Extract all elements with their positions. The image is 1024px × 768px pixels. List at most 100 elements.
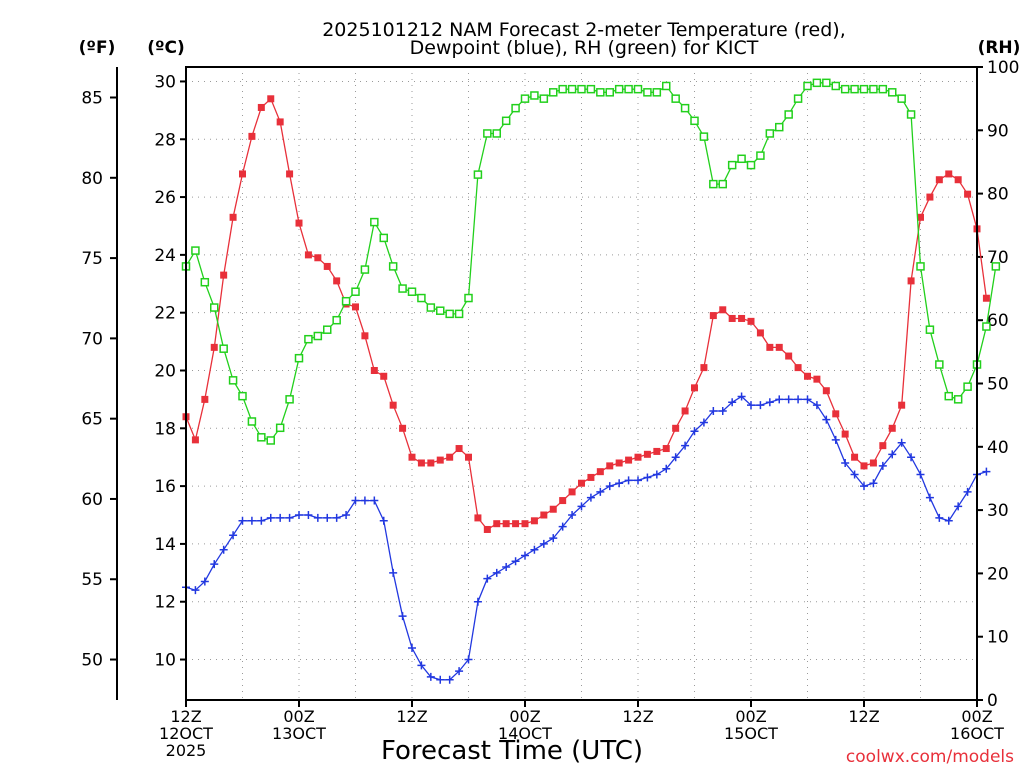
temperature-point [982, 294, 990, 302]
temperature-point [323, 262, 331, 270]
celsius-tick-label: 16 [154, 477, 176, 497]
dewpoint-point [690, 427, 699, 436]
dewpoint-point [464, 655, 473, 664]
temperature-point [220, 271, 228, 279]
rh-point [360, 265, 370, 274]
rh-unit-label: (RH) [978, 38, 1021, 58]
rh-tick-label: 30 [987, 501, 1009, 521]
dewpoint-point [794, 395, 803, 404]
temperature-point [738, 314, 746, 322]
rh-tick-label: 10 [987, 628, 1009, 648]
celsius-tick-label: 10 [154, 651, 176, 671]
dewpoint-point [389, 568, 398, 577]
dewpoint-point [634, 476, 642, 485]
rh-point [906, 110, 916, 119]
dewpoint-point [436, 675, 445, 684]
rh-point [916, 262, 925, 271]
celsius-tick-label: 28 [154, 130, 176, 150]
time-tick-label: 12OCT [159, 724, 213, 743]
temperature-point [370, 366, 378, 374]
temperature-point [954, 176, 962, 184]
celsius-tick-label: 20 [154, 361, 176, 381]
rh-point [944, 391, 953, 401]
dewpoint-point [605, 482, 614, 491]
dewpoint-point [295, 511, 303, 520]
rh-point [963, 382, 972, 391]
rh-point [464, 293, 473, 303]
temperature-point [352, 303, 359, 311]
dewpoint-point [784, 395, 793, 404]
temperature-point [888, 424, 896, 432]
rh-point [426, 303, 436, 312]
dewpoint-point [803, 395, 812, 404]
temperature-point [804, 372, 811, 380]
rh-point [680, 103, 690, 113]
dewpoint-point [699, 418, 708, 427]
dewpoint-series [182, 392, 991, 684]
rh-point [388, 262, 398, 271]
dewpoint-point [492, 568, 501, 577]
rh-point [313, 331, 323, 341]
temperature-series [182, 95, 990, 533]
rh-point [671, 94, 680, 103]
temperature-point [756, 329, 764, 337]
dewpoint-point [521, 551, 529, 560]
dewpoint-point [370, 496, 379, 505]
rh-point [323, 325, 332, 334]
temperature-point [540, 511, 548, 519]
rh-point [228, 376, 238, 385]
celsius-tick-label: 24 [154, 246, 176, 266]
dewpoint-point [615, 479, 624, 488]
temperature-point [201, 395, 209, 403]
time-tick-label: 15OCT [724, 724, 778, 743]
rh-point [765, 129, 775, 138]
temperature-point [766, 343, 774, 351]
time-tick-label: 00Z [509, 707, 540, 726]
temperature-point [521, 520, 529, 528]
dewpoint-line [185, 395, 987, 681]
rh-point [257, 433, 266, 442]
fahrenheit-tick-label: 85 [81, 89, 103, 109]
temperature-point [775, 343, 783, 351]
rh-point [247, 417, 257, 426]
dewpoint-point [831, 435, 840, 444]
rh-tick-label: 40 [987, 438, 1009, 458]
rh-tick-label: 50 [987, 375, 1009, 395]
rh-point [275, 423, 285, 433]
dewpoint-point [586, 493, 595, 502]
dewpoint-point [549, 534, 558, 543]
dewpoint-point [483, 574, 492, 583]
temperature-point [700, 364, 708, 372]
fahrenheit-unit-label: (ºF) [79, 38, 116, 58]
dewpoint-point [191, 586, 200, 595]
dewpoint-point [445, 675, 454, 684]
rh-point [210, 303, 219, 312]
temperature-point [596, 468, 604, 476]
dewpoint-point [200, 577, 209, 586]
dewpoint-point [323, 513, 332, 522]
dewpoint-point [568, 511, 577, 520]
rh-point [803, 81, 812, 91]
temperature-point [304, 251, 312, 259]
celsius-axis: 10 12 14 16 18 20 22 24 26 28 30 [154, 72, 186, 671]
temperature-point [436, 456, 444, 464]
temperature-point [389, 401, 397, 409]
rh-tick-label: 100 [987, 58, 1019, 78]
temperature-point [709, 312, 717, 320]
temperature-point [465, 453, 472, 461]
dewpoint-point [860, 482, 868, 491]
dewpoint-point [681, 441, 690, 450]
dewpoint-point [398, 612, 407, 621]
grid-lines [186, 67, 977, 700]
rh-point [341, 296, 351, 306]
celsius-tick-label: 14 [154, 535, 176, 555]
dewpoint-point [502, 563, 511, 572]
time-tick-label: 16OCT [950, 724, 1004, 743]
temperature-point [813, 375, 821, 383]
temperature-point [832, 410, 840, 418]
rh-tick-label: 80 [987, 185, 1009, 205]
dewpoint-point [737, 392, 746, 401]
dewpoint-point [756, 401, 765, 410]
dewpoint-point [878, 461, 887, 470]
rh-point [511, 103, 520, 113]
